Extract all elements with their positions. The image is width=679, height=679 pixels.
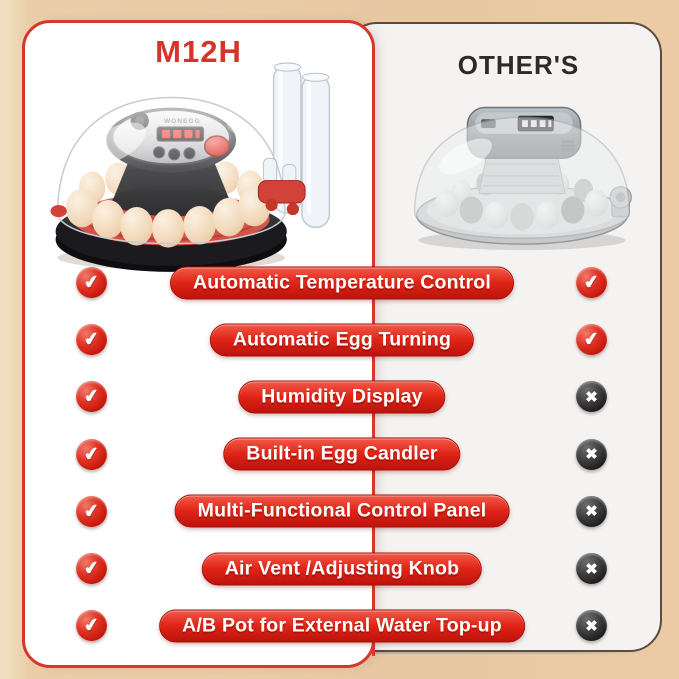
feature-label-pill: A/B Pot for External Water Top-up: [159, 609, 525, 643]
feature-label-pill: Multi-Functional Control Panel: [174, 494, 510, 528]
feature-comparison-table: ✔ Automatic Temperature Control ✔ ✔ Auto…: [22, 254, 662, 655]
feature-label-pill: Air Vent /Adjusting Knob: [201, 552, 483, 586]
feature-row: ✔ Multi-Functional Control Panel ✖: [22, 483, 662, 541]
m12h-incubator-illustration: WONEGG: [50, 62, 331, 272]
others-cross-icon: ✖: [576, 495, 607, 527]
others-cross-icon: ✖: [576, 381, 607, 413]
feature-label-pill: Automatic Temperature Control: [170, 266, 514, 300]
others-cross-icon: ✖: [576, 610, 607, 642]
feature-label-pill: Built-in Egg Candler: [223, 437, 461, 471]
others-incubator-illustration: [413, 106, 632, 251]
feature-label-pill: Automatic Egg Turning: [209, 323, 475, 357]
others-title: OTHER'S: [457, 50, 580, 80]
feature-row: ✔ Humidity Display ✖: [22, 368, 662, 426]
others-panel: OTHER'S: [345, 22, 662, 652]
feature-row: ✔ Air Vent /Adjusting Knob ✖: [22, 540, 662, 598]
others-cross-icon: ✖: [576, 553, 607, 585]
others-cross-icon: ✖: [576, 438, 607, 470]
feature-label-pill: Humidity Display: [238, 380, 446, 414]
m12h-title: M12H: [155, 34, 242, 69]
